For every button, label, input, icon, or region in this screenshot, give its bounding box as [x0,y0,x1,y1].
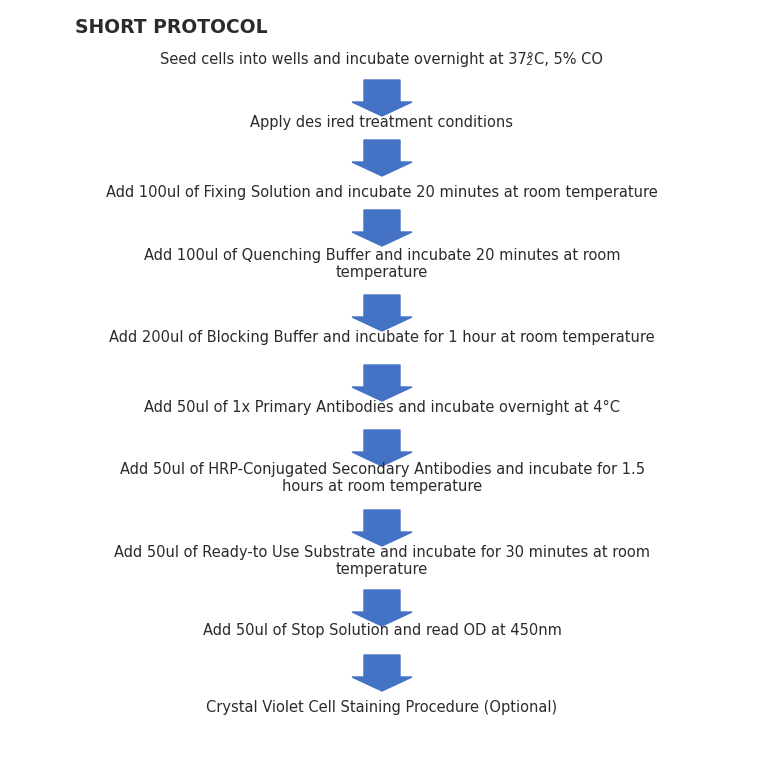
Text: Add 100ul of Fixing Solution and incubate 20 minutes at room temperature: Add 100ul of Fixing Solution and incubat… [106,185,658,200]
Text: Add 50ul of HRP-Conjugated Secondary Antibodies and incubate for 1.5
hours at ro: Add 50ul of HRP-Conjugated Secondary Ant… [119,462,645,494]
Polygon shape [352,590,412,626]
Polygon shape [352,80,412,116]
Polygon shape [352,295,412,331]
Polygon shape [352,655,412,691]
Text: SHORT PROTOCOL: SHORT PROTOCOL [75,18,267,37]
Polygon shape [352,510,412,546]
Text: Seed cells into wells and incubate overnight at 37°C, 5% CO: Seed cells into wells and incubate overn… [160,52,604,67]
Polygon shape [352,365,412,401]
Polygon shape [352,430,412,466]
Text: 2: 2 [526,57,533,67]
Polygon shape [352,210,412,246]
Text: Add 50ul of Stop Solution and read OD at 450nm: Add 50ul of Stop Solution and read OD at… [202,623,562,638]
Text: Apply des ired treatment conditions: Apply des ired treatment conditions [251,115,513,130]
Text: Add 50ul of Ready-to Use Substrate and incubate for 30 minutes at room
temperatu: Add 50ul of Ready-to Use Substrate and i… [114,545,650,578]
Text: Crystal Violet Cell Staining Procedure (Optional): Crystal Violet Cell Staining Procedure (… [206,700,558,715]
Text: Add 50ul of 1x Primary Antibodies and incubate overnight at 4°C: Add 50ul of 1x Primary Antibodies and in… [144,400,620,415]
Text: Add 200ul of Blocking Buffer and incubate for 1 hour at room temperature: Add 200ul of Blocking Buffer and incubat… [109,330,655,345]
Text: Add 100ul of Quenching Buffer and incubate 20 minutes at room
temperature: Add 100ul of Quenching Buffer and incuba… [144,248,620,280]
Polygon shape [352,140,412,176]
